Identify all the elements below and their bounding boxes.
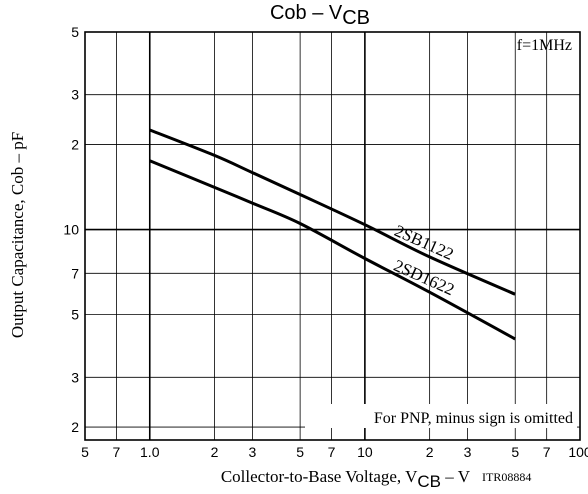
x-tick-label: 5 [81, 444, 89, 460]
x-tick-label: 1.0 [140, 444, 160, 460]
x-tick-label: 3 [248, 444, 256, 460]
y-tick-label: 5 [71, 307, 79, 323]
x-tick-label: 3 [464, 444, 472, 460]
x-tick-label: 7 [328, 444, 336, 460]
frequency-annotation: f=1MHz [517, 37, 572, 54]
y-tick-label: 3 [71, 87, 79, 103]
y-tick-label: 10 [63, 222, 79, 238]
note-background [305, 404, 577, 428]
chart-title: Cob – VCB [270, 2, 370, 29]
grid [84, 31, 581, 440]
x-tick-labels: 5 7 1.0 2 3 5 7 10 2 3 5 7 100 [81, 444, 588, 460]
x-tick-label: 100 [568, 444, 588, 460]
y-tick-labels: 2 3 5 7 10 2 3 5 [63, 24, 79, 435]
x-tick-label: 7 [113, 444, 121, 460]
series-line-2sd1622 [149, 159, 516, 341]
y-tick-label: 7 [71, 265, 79, 281]
x-axis-label: Collector-to-Base Voltage, VCB – V [221, 467, 471, 491]
y-tick-label: 2 [71, 136, 79, 152]
x-tick-label: 7 [543, 444, 551, 460]
y-tick-label: 3 [71, 369, 79, 385]
y-tick-label: 2 [71, 419, 79, 435]
y-tick-label: 5 [71, 24, 79, 40]
plot-frame [84, 31, 581, 441]
y-axis-label: Output Capacitance, Cob – pF [8, 132, 27, 338]
series-line-2sb1122 [149, 128, 516, 296]
pnp-note: For PNP, minus sign is omitted [374, 410, 573, 427]
x-tick-label: 2 [211, 444, 219, 460]
figure-code: ITR08884 [482, 470, 531, 484]
x-tick-label: 10 [357, 444, 373, 460]
x-tick-label: 5 [511, 444, 519, 460]
x-tick-label: 2 [426, 444, 434, 460]
x-tick-label: 5 [296, 444, 304, 460]
